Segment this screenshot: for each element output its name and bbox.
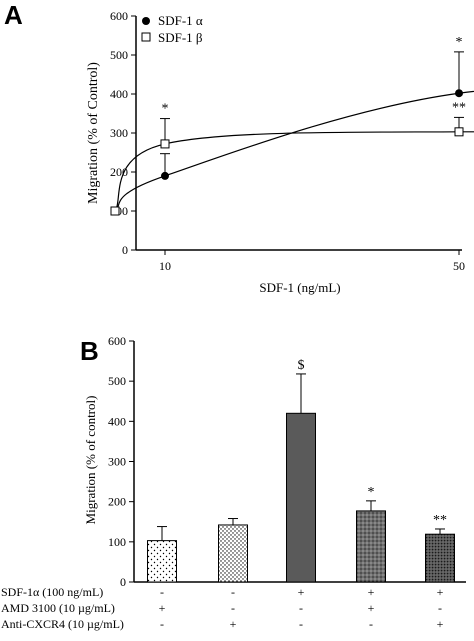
bar-2 <box>218 524 248 583</box>
panel-b-y-tick-label: 400 <box>108 414 126 428</box>
condition-sign: + <box>437 585 444 599</box>
panel-b-y-tick-label: 0 <box>120 575 126 589</box>
panel-a-y-tick-label: 600 <box>110 9 128 23</box>
significance-marker: ** <box>433 513 447 528</box>
panel-b-y-tick-label: 100 <box>108 535 126 549</box>
panel-b-label: B <box>80 336 99 366</box>
panel-a-y-tick-label: 200 <box>110 165 128 179</box>
data-point-sdf1-alpha <box>455 89 463 98</box>
panel-b-condition-table: SDF-1α (100 ng/mL) - - + + + AMD 3100 (10 µg/m… <box>1 585 444 631</box>
condition-sign: + <box>368 585 375 599</box>
condition-sign: - <box>160 585 164 599</box>
data-point-sdf1-beta <box>454 127 464 137</box>
significance-marker: ** <box>452 100 466 115</box>
significance-marker: * <box>456 35 463 50</box>
panel-a-x-tick-label: 10 <box>159 259 171 273</box>
panel-b-bars: $*** <box>147 358 455 583</box>
significance-marker: * <box>368 485 375 500</box>
condition-sign: - <box>231 585 235 599</box>
significance-marker: $ <box>298 358 305 373</box>
panel-a-y-tick-label: 500 <box>110 48 128 62</box>
condition-sign: + <box>437 617 444 631</box>
panel-a-legend: SDF-1 α SDF-1 β <box>141 13 203 45</box>
legend-label-sdf1-alpha: SDF-1 α <box>158 13 203 28</box>
data-point-sdf1-alpha <box>161 171 169 180</box>
panel-b-y-tick-label: 500 <box>108 374 126 388</box>
series-line-sdf1-beta <box>114 131 474 212</box>
condition-sign: + <box>159 601 166 615</box>
significance-marker: * <box>162 102 169 117</box>
panel-b-y-tick-label: 600 <box>108 334 126 348</box>
bar-5 <box>425 533 455 583</box>
panel-b-y-tick-label: 200 <box>108 495 126 509</box>
panel-a-x-axis-label: SDF-1 (ng/mL) <box>259 280 340 295</box>
condition-sign: - <box>160 617 164 631</box>
bar-3 <box>286 412 316 583</box>
legend-marker-sdf1-beta <box>141 32 151 42</box>
panel-a-label: A <box>4 0 23 30</box>
panel-b: B Migration (% of control) 0 100 200 300 400… <box>1 334 466 631</box>
data-point-sdf1-beta <box>110 206 120 216</box>
condition-label-anti-cxcr4-10-g-ml: Anti-CXCR4 (10 µg/mL) <box>1 617 124 631</box>
condition-sign: - <box>438 601 442 615</box>
condition-sign: - <box>231 601 235 615</box>
panel-b-y-axis-label: Migration (% of control) <box>83 396 98 525</box>
panel-a-y-axis-label: Migration (% of Control) <box>86 62 101 204</box>
bar-1 <box>147 540 177 583</box>
series-line-sdf1-alpha <box>114 90 474 212</box>
panel-a: A Migration (% of Control) SDF-1 (ng/mL)… <box>4 0 474 295</box>
data-point-sdf1-beta <box>160 139 170 149</box>
panel-a-x-ticks: 1050100 <box>159 250 465 273</box>
panel-a-y-tick-label: 0 <box>122 243 128 257</box>
condition-sign: - <box>299 601 303 615</box>
condition-sign: + <box>298 585 305 599</box>
panel-a-x-tick-label: 50 <box>453 259 465 273</box>
bar-4 <box>356 510 386 583</box>
condition-sign: - <box>299 617 303 631</box>
condition-label-amd-3100-10-g-ml: AMD 3100 (10 µg/mL) <box>1 601 115 615</box>
condition-sign: - <box>369 617 373 631</box>
condition-label-sdf-1-100-ng-ml: SDF-1α (100 ng/mL) <box>1 585 103 599</box>
panel-a-points: ******* <box>110 35 466 216</box>
legend-label-sdf1-beta: SDF-1 β <box>158 30 203 45</box>
panel-a-y-tick-label: 400 <box>110 87 128 101</box>
condition-sign: + <box>230 617 237 631</box>
panel-a-curves <box>114 90 474 212</box>
panel-b-y-ticks: 0 100 200 300 400 500 600 <box>108 334 134 589</box>
panel-a-y-tick-label: 300 <box>110 126 128 140</box>
legend-marker-sdf1-alpha <box>142 17 150 25</box>
condition-sign: + <box>368 601 375 615</box>
panel-b-y-tick-label: 300 <box>108 455 126 469</box>
